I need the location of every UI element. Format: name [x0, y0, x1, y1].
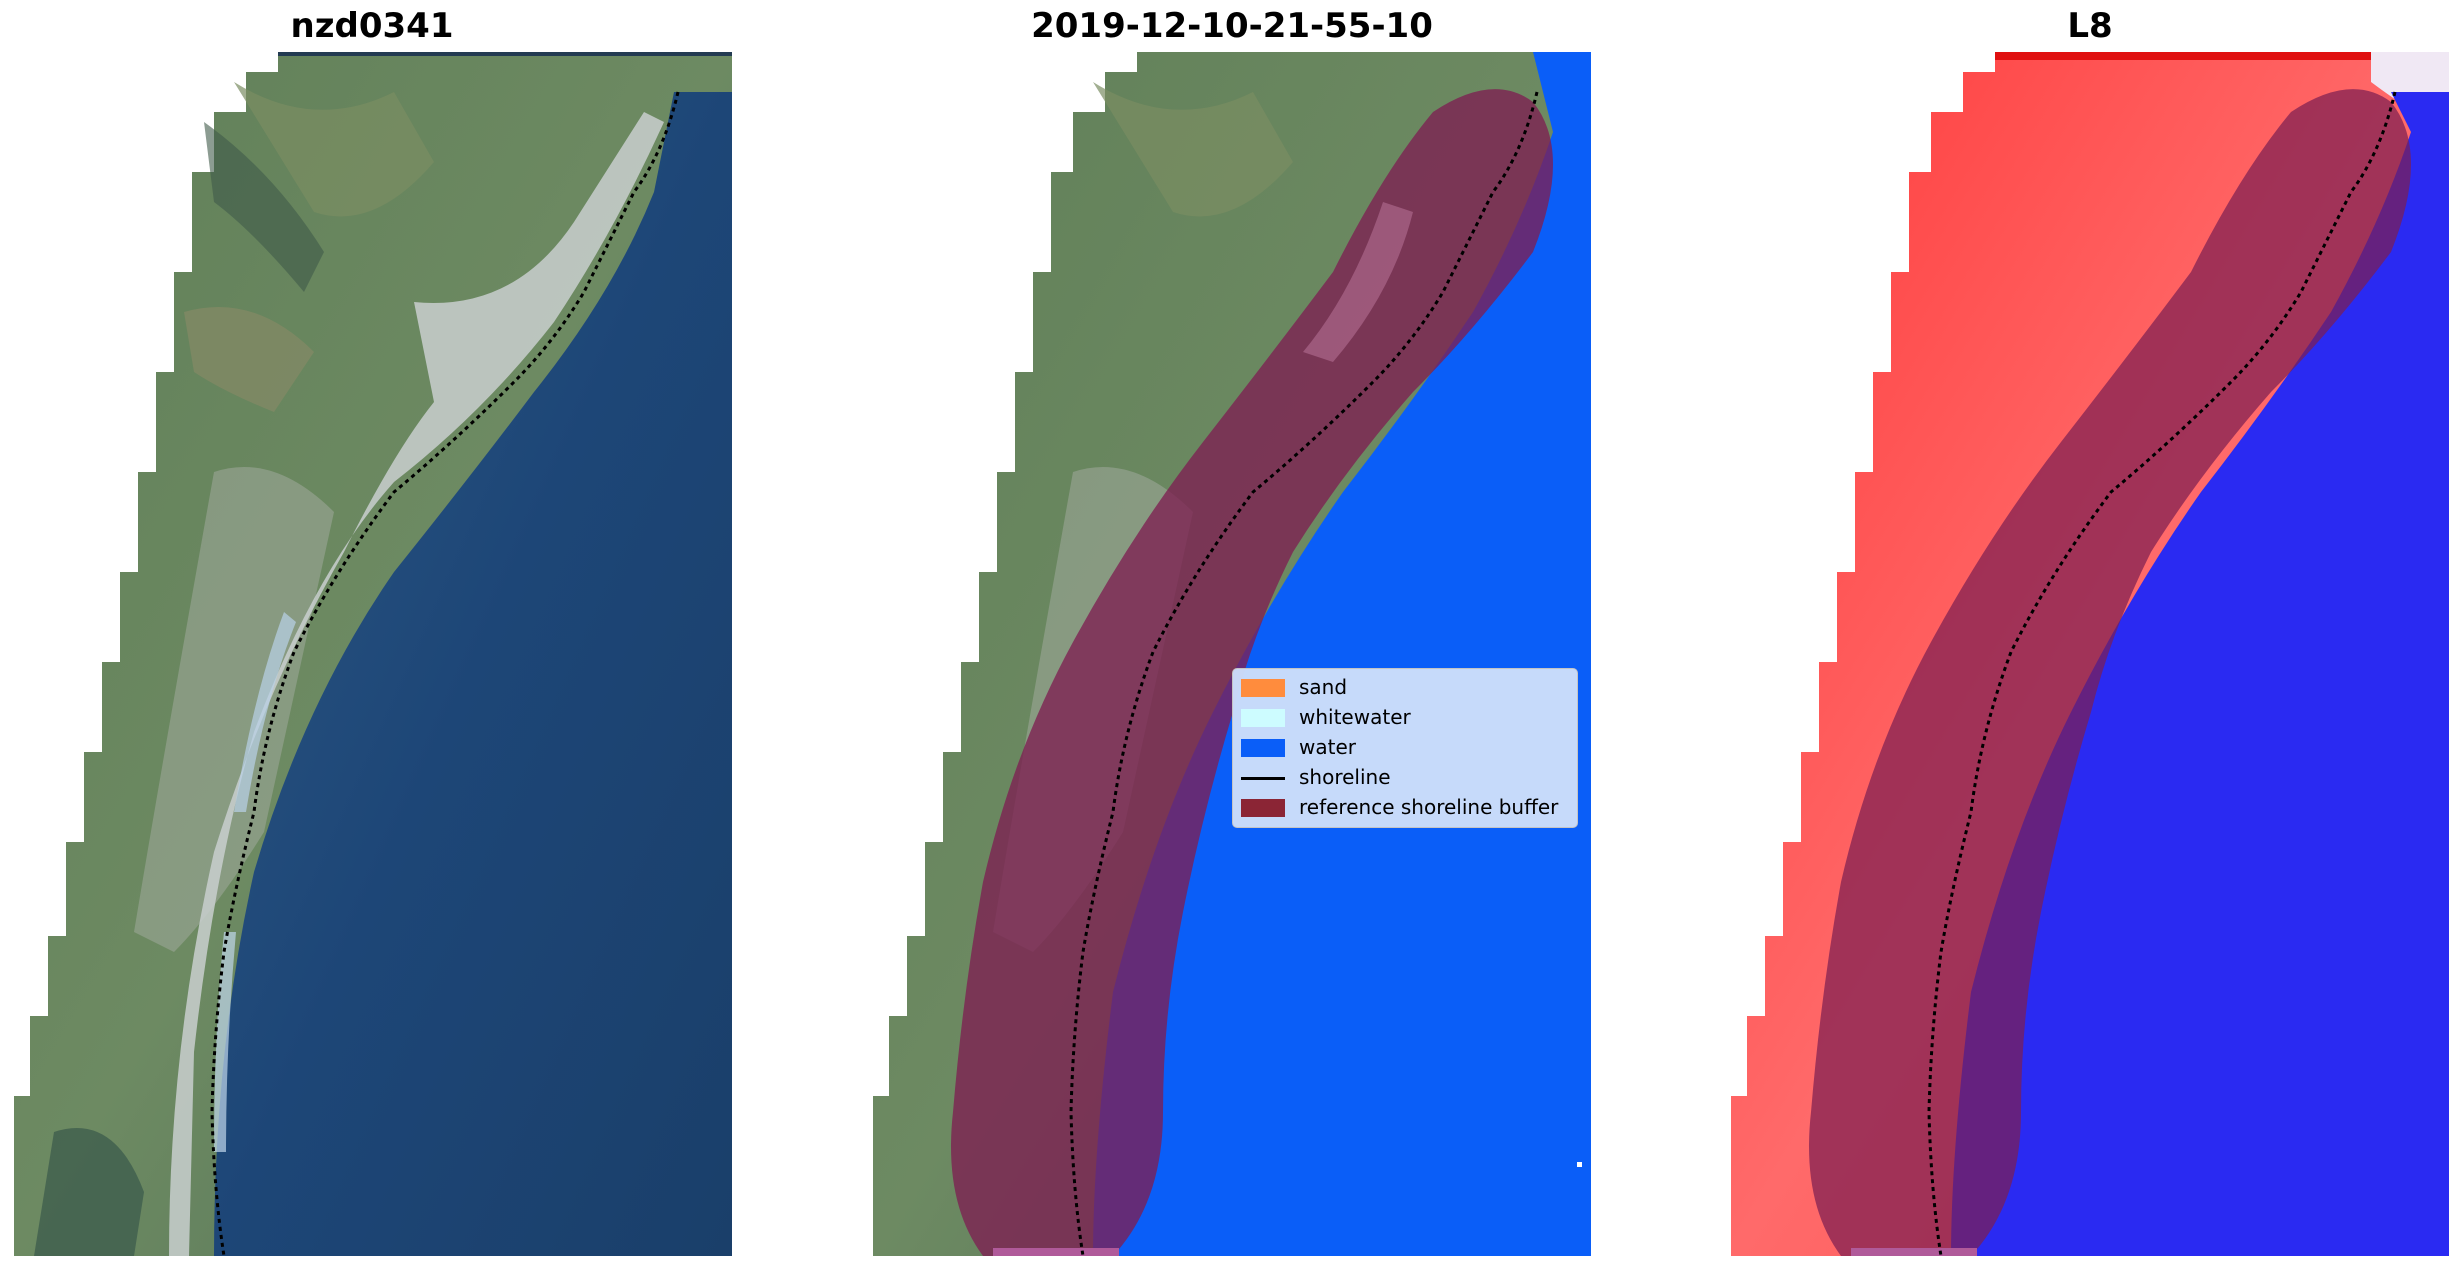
shoreline	[210, 91, 680, 1256]
panel-title-classified: 2019-12-10-21-55-10	[1031, 6, 1433, 46]
legend-label-whitewater: whitewater	[1299, 705, 1411, 729]
legend-line-shoreline	[1241, 777, 1285, 780]
reference-shoreline-buffer	[951, 89, 1553, 1256]
legend-item-buffer: reference shoreline buffer	[1233, 793, 1577, 821]
reference-shoreline-buffer	[1809, 89, 2411, 1256]
legend-label-shoreline: shoreline	[1299, 765, 1391, 789]
legend-swatch-water	[1241, 739, 1285, 757]
legend-item-water: water	[1233, 733, 1577, 761]
ocean-area	[214, 92, 732, 1256]
legend-swatch-buffer	[1241, 799, 1285, 817]
legend-label-buffer: reference shoreline buffer	[1299, 795, 1559, 819]
legend-item-shoreline: shoreline	[1233, 763, 1577, 791]
legend-item-sand: sand	[1233, 673, 1577, 701]
index-water-region	[1951, 92, 2449, 1256]
rgb-satellite-image	[14, 52, 732, 1256]
water-class-region	[1093, 52, 1591, 1256]
legend-swatch-whitewater	[1241, 709, 1285, 727]
panel-title-rgb: nzd0341	[290, 6, 454, 46]
town-area	[134, 467, 334, 952]
legend-swatch-sand	[1241, 679, 1285, 697]
legend-label-sand: sand	[1299, 675, 1348, 699]
legend-item-whitewater: whitewater	[1233, 703, 1577, 731]
legend: sand whitewater water shoreline referenc…	[1232, 668, 1578, 828]
index-map	[1731, 52, 2449, 1256]
classified-image	[873, 52, 1591, 1256]
panel-title-index: L8	[2067, 6, 2113, 46]
shoreline	[1069, 91, 1539, 1256]
shoreline	[1927, 91, 2397, 1256]
legend-label-water: water	[1299, 735, 1356, 759]
